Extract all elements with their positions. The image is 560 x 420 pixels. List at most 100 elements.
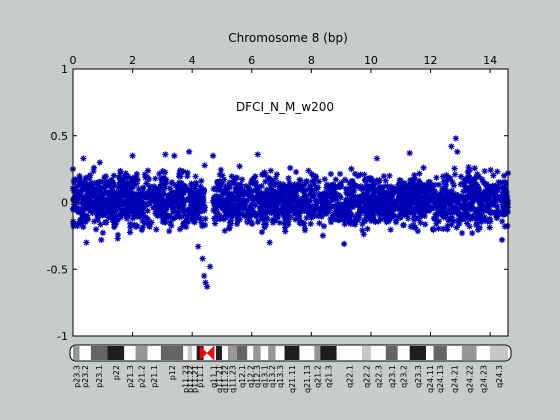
data-point [226, 179, 233, 186]
data-point [285, 175, 292, 182]
data-point [240, 201, 248, 208]
ideogram-band [409, 346, 427, 360]
data-point [460, 215, 467, 222]
data-point [110, 199, 118, 207]
data-point [187, 187, 194, 194]
data-point [131, 221, 138, 228]
data-point [335, 207, 342, 214]
data-point [295, 196, 302, 203]
ideogram-band-label: q21.2 [313, 365, 322, 388]
data-point [394, 199, 401, 206]
data-point [268, 210, 275, 217]
data-point [258, 190, 265, 197]
data-point [213, 186, 220, 193]
data-point [357, 171, 364, 178]
data-point [428, 205, 435, 212]
data-point [190, 207, 197, 214]
ideogram-band-label: p11.22 [186, 365, 195, 393]
data-point [489, 198, 496, 206]
data-point [216, 182, 223, 189]
data-point [401, 180, 408, 187]
data-point [451, 171, 459, 178]
data-point [133, 171, 140, 178]
ideogram-band-label: q11.23 [228, 365, 237, 393]
data-point [494, 168, 501, 175]
ideogram-band-label: q13.3 [276, 365, 285, 388]
ideogram-band [90, 346, 108, 360]
data-point [160, 183, 168, 191]
data-point [400, 189, 407, 196]
data-point [485, 190, 492, 197]
data-point [113, 207, 120, 214]
data-point [273, 171, 280, 178]
data-point [337, 170, 344, 178]
data-point [410, 197, 417, 204]
data-point [493, 214, 500, 222]
data-point [115, 173, 123, 181]
data-point [235, 206, 243, 214]
data-point [226, 225, 233, 232]
data-point [498, 194, 505, 202]
data-point [261, 221, 268, 228]
data-point [254, 218, 261, 226]
data-point [445, 216, 452, 224]
data-point [238, 176, 246, 183]
data-point [352, 221, 359, 228]
data-point [162, 151, 169, 158]
data-point [129, 190, 137, 197]
data-point [71, 201, 78, 208]
data-point [421, 181, 428, 189]
data-point [338, 201, 345, 209]
x-tick-label: 12 [424, 54, 438, 67]
data-point [471, 165, 478, 172]
data-point [311, 182, 318, 189]
data-point [340, 216, 347, 223]
data-point [363, 210, 371, 217]
data-point [470, 196, 477, 203]
data-point [123, 192, 130, 199]
data-point [202, 279, 209, 286]
ideogram-band-label: q24.21 [450, 365, 459, 393]
data-point [417, 205, 424, 212]
data-point [341, 176, 349, 183]
data-point [278, 197, 285, 204]
data-point [88, 192, 95, 199]
data-point [379, 184, 386, 191]
data-point [414, 228, 421, 235]
data-point [167, 199, 174, 206]
data-point [270, 207, 277, 214]
data-point [210, 194, 218, 201]
data-point [92, 201, 100, 208]
data-point [226, 219, 234, 226]
data-point [499, 202, 507, 210]
data-point [260, 193, 267, 200]
data-point [286, 208, 293, 215]
data-point [310, 177, 317, 184]
x-tick-label: 0 [70, 54, 77, 67]
data-point [284, 213, 291, 220]
data-point [176, 190, 183, 197]
data-point [334, 183, 341, 191]
data-point [289, 196, 296, 203]
data-point [139, 189, 146, 196]
data-point [420, 164, 427, 171]
data-point [399, 202, 406, 209]
data-point [315, 213, 322, 220]
data-point [216, 202, 223, 209]
ideogram-band [299, 346, 315, 360]
ideogram-band-label: p11.21 [190, 365, 199, 393]
data-point [402, 192, 409, 200]
data-point [267, 180, 274, 188]
data-point [432, 214, 439, 221]
data-point [387, 199, 394, 206]
data-point [465, 211, 472, 218]
data-point [233, 220, 241, 227]
data-point [333, 210, 340, 217]
data-point [359, 227, 366, 234]
data-point [84, 190, 91, 197]
data-point [256, 205, 263, 212]
data-point [88, 183, 95, 190]
data-point [406, 201, 413, 208]
ideogram-band [397, 346, 410, 360]
data-point [180, 206, 187, 213]
